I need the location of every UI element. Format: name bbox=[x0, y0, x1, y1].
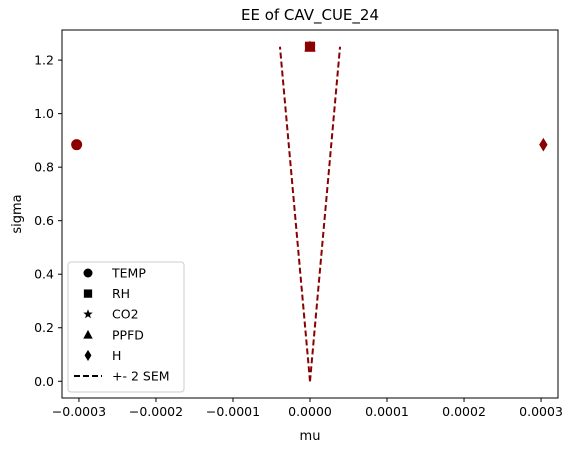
x-axis-label: mu bbox=[300, 429, 321, 444]
y-tick-label: 1.0 bbox=[34, 106, 54, 121]
legend-label: CO2 bbox=[112, 307, 139, 322]
y-tick-label: 0.2 bbox=[34, 320, 54, 335]
x-tick-label: −0.0001 bbox=[206, 404, 260, 419]
plot-area bbox=[71, 40, 548, 382]
y-tick-label: 0.0 bbox=[34, 374, 54, 389]
marker-h bbox=[539, 137, 548, 152]
legend-marker-ppfd bbox=[83, 329, 93, 339]
sem-line-lower bbox=[278, 46, 311, 382]
legend-label: TEMP bbox=[111, 266, 146, 281]
legend-marker-rh bbox=[83, 289, 93, 298]
y-tick-label: 0.6 bbox=[34, 213, 54, 228]
marker-ppfd bbox=[304, 40, 316, 52]
legend-label: RH bbox=[112, 286, 130, 301]
legend-label: H bbox=[112, 348, 121, 363]
x-tick-label: 0.0003 bbox=[519, 404, 563, 419]
x-tick-label: 0.0001 bbox=[365, 404, 409, 419]
legend-label: PPFD bbox=[112, 327, 144, 342]
y-axis-label: sigma bbox=[10, 194, 25, 233]
sem-line-upper bbox=[309, 46, 342, 382]
legend-marker-co2 bbox=[83, 309, 93, 319]
legend-marker-h bbox=[84, 349, 92, 361]
legend-label: +- 2 SEM bbox=[112, 369, 170, 384]
y-tick-label: 0.4 bbox=[34, 267, 54, 282]
legend-marker-temp bbox=[83, 268, 93, 278]
marker-temp bbox=[71, 139, 83, 151]
axes: −0.0003 −0.0002 −0.0001 0.0000 0.0001 0.0002 0… bbox=[34, 29, 563, 419]
x-tick-label: −0.0002 bbox=[129, 404, 183, 419]
x-tick-label: −0.0003 bbox=[52, 404, 106, 419]
legend-box bbox=[67, 261, 185, 393]
legend: TEMP RH CO2 PPFD H +- 2 SEM bbox=[67, 261, 185, 393]
x-tick-label: 0.0000 bbox=[288, 404, 332, 419]
chart-title: EE of CAV_CUE_24 bbox=[241, 6, 379, 25]
y-tick-label: 0.8 bbox=[34, 160, 54, 175]
x-tick-label: 0.0002 bbox=[442, 404, 486, 419]
y-tick-label: 1.2 bbox=[34, 53, 54, 68]
